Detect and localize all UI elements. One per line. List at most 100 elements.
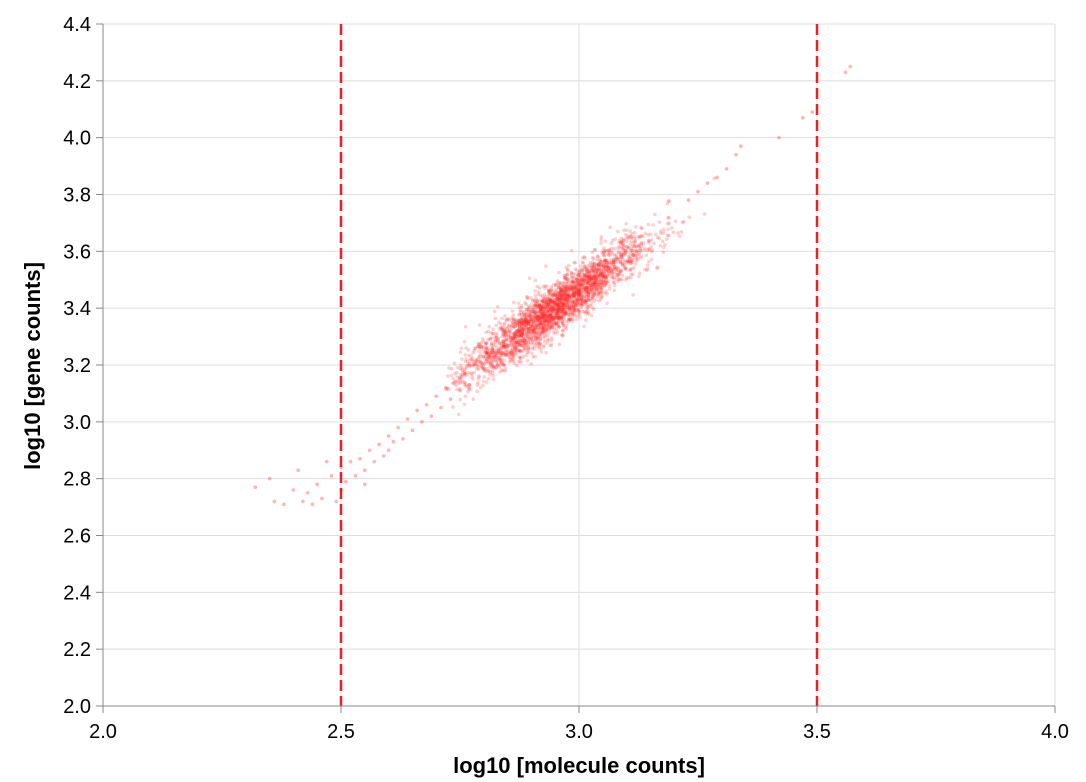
data-point	[578, 292, 582, 297]
data-point	[527, 322, 531, 326]
data-point	[571, 308, 575, 313]
data-point	[577, 296, 581, 301]
data-point	[542, 309, 547, 314]
data-point	[558, 289, 562, 294]
data-point	[584, 267, 589, 271]
data-point	[578, 282, 582, 287]
data-point	[637, 243, 641, 248]
data-point	[589, 313, 594, 318]
data-point	[574, 297, 579, 302]
data-point	[505, 342, 509, 347]
data-point	[554, 287, 559, 292]
data-point	[497, 341, 502, 346]
data-point	[567, 293, 571, 298]
data-point	[496, 339, 500, 344]
data-point	[593, 293, 597, 297]
data-point	[588, 283, 593, 288]
data-point	[536, 334, 541, 338]
data-point	[578, 275, 583, 279]
data-point	[580, 303, 584, 308]
y-tick-label: 4.4	[63, 14, 91, 36]
data-point	[580, 285, 584, 290]
data-point	[520, 343, 524, 348]
data-point	[582, 278, 587, 282]
data-point	[556, 316, 561, 320]
data-point	[510, 355, 515, 360]
data-point	[531, 315, 535, 320]
data-point	[614, 268, 619, 272]
data-point	[476, 345, 480, 349]
data-point	[621, 243, 625, 248]
data-point	[589, 277, 594, 281]
data-point	[600, 287, 604, 292]
data-point	[551, 293, 556, 298]
data-point	[560, 306, 565, 311]
data-point	[467, 387, 472, 391]
data-point	[523, 301, 527, 305]
data-point	[523, 317, 528, 321]
data-point	[553, 313, 558, 318]
data-point	[510, 315, 514, 320]
data-point	[566, 320, 571, 324]
data-point	[525, 318, 529, 323]
data-point	[562, 302, 567, 306]
data-point	[568, 310, 573, 314]
data-point	[467, 383, 472, 387]
data-point	[521, 354, 526, 359]
data-point	[588, 283, 593, 288]
data-point	[519, 305, 524, 310]
data-point	[570, 272, 574, 277]
data-point	[541, 335, 546, 340]
data-point	[603, 265, 607, 270]
data-point	[577, 286, 582, 291]
data-point	[561, 288, 566, 293]
data-point	[569, 271, 574, 275]
data-point	[511, 313, 516, 317]
data-point	[593, 282, 597, 286]
data-point	[475, 364, 480, 369]
data-point	[622, 263, 627, 267]
data-point	[597, 290, 601, 295]
data-point	[470, 363, 475, 368]
data-point	[458, 397, 462, 402]
data-point	[555, 295, 559, 300]
data-point	[542, 316, 547, 321]
data-point	[667, 199, 671, 204]
data-point	[513, 348, 518, 353]
data-point	[487, 369, 491, 373]
data-point	[568, 286, 572, 290]
data-point	[517, 348, 521, 353]
data-point	[573, 291, 578, 296]
data-point	[548, 313, 553, 318]
data-point	[510, 343, 515, 347]
data-point	[539, 303, 544, 308]
data-point	[576, 289, 581, 294]
data-point	[454, 379, 459, 383]
data-point	[517, 305, 521, 310]
data-point	[563, 273, 568, 278]
data-point	[539, 304, 543, 308]
data-point	[519, 333, 523, 337]
data-point	[550, 308, 555, 312]
data-point	[499, 357, 504, 362]
data-point	[566, 292, 571, 296]
data-point	[574, 283, 579, 288]
data-point	[424, 402, 429, 407]
data-point	[558, 287, 563, 291]
data-point	[518, 317, 523, 322]
data-point	[629, 239, 633, 244]
data-point	[612, 288, 617, 293]
data-point	[575, 287, 580, 292]
data-point	[552, 297, 556, 302]
data-point	[559, 297, 564, 301]
data-point	[521, 318, 526, 323]
data-point	[532, 299, 537, 303]
data-point	[529, 317, 533, 322]
data-point	[572, 280, 577, 284]
data-point	[570, 315, 574, 320]
data-point	[550, 338, 554, 343]
data-point	[646, 239, 651, 243]
data-point	[503, 333, 508, 338]
data-point	[611, 263, 616, 267]
data-point	[592, 283, 597, 288]
